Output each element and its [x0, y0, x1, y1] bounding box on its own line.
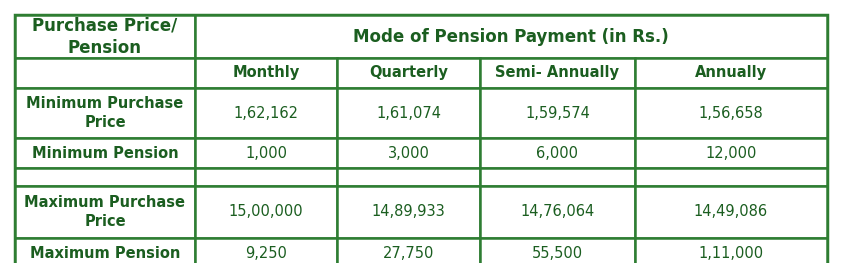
Bar	[635, 88, 827, 138]
Text: Monthly: Monthly	[232, 65, 300, 80]
Bar	[195, 238, 337, 263]
Text: 1,11,000: 1,11,000	[698, 245, 764, 260]
Bar	[195, 15, 827, 58]
Text: 1,56,658: 1,56,658	[698, 105, 764, 120]
Bar	[15, 15, 195, 58]
Bar	[635, 186, 827, 238]
Text: 14,49,086: 14,49,086	[694, 205, 768, 220]
Bar	[480, 238, 635, 263]
Bar	[15, 138, 195, 168]
Bar	[15, 186, 195, 238]
Bar	[635, 238, 827, 263]
Text: Minimum Purchase
Price: Minimum Purchase Price	[27, 96, 183, 130]
Text: Quarterly: Quarterly	[369, 65, 448, 80]
Bar	[480, 58, 635, 88]
Bar	[15, 168, 195, 186]
Text: Maximum Purchase
Price: Maximum Purchase Price	[25, 195, 185, 229]
Text: 1,62,162: 1,62,162	[233, 105, 298, 120]
Bar	[337, 186, 480, 238]
Bar	[480, 88, 635, 138]
Text: 3,000: 3,000	[387, 145, 429, 160]
Text: 1,000: 1,000	[245, 145, 287, 160]
Text: Purchase Price/
Pension: Purchase Price/ Pension	[33, 16, 177, 57]
Text: 12,000: 12,000	[705, 145, 757, 160]
Text: 55,500: 55,500	[532, 245, 583, 260]
Bar	[480, 138, 635, 168]
Bar	[337, 58, 480, 88]
Bar	[480, 168, 635, 186]
Bar	[337, 168, 480, 186]
Text: 9,250: 9,250	[245, 245, 287, 260]
Text: Minimum Pension: Minimum Pension	[32, 145, 178, 160]
Bar	[195, 88, 337, 138]
Text: Semi- Annually: Semi- Annually	[495, 65, 620, 80]
Bar	[635, 138, 827, 168]
Bar	[480, 186, 635, 238]
Bar	[15, 58, 195, 88]
Bar	[635, 168, 827, 186]
Bar	[15, 88, 195, 138]
Text: 1,59,574: 1,59,574	[525, 105, 590, 120]
Text: 14,89,933: 14,89,933	[372, 205, 446, 220]
Bar	[337, 88, 480, 138]
Bar	[635, 58, 827, 88]
Bar	[15, 238, 195, 263]
Text: Maximum Pension: Maximum Pension	[30, 245, 180, 260]
Text: Annually: Annually	[695, 65, 767, 80]
Bar	[195, 186, 337, 238]
Text: 14,76,064: 14,76,064	[520, 205, 595, 220]
Text: 1,61,074: 1,61,074	[376, 105, 441, 120]
Text: Mode of Pension Payment (in Rs.): Mode of Pension Payment (in Rs.)	[353, 28, 668, 45]
Bar	[337, 138, 480, 168]
Bar	[337, 238, 480, 263]
Bar	[195, 168, 337, 186]
Bar	[195, 58, 337, 88]
Text: 6,000: 6,000	[536, 145, 578, 160]
Text: 27,750: 27,750	[383, 245, 434, 260]
Text: 15,00,000: 15,00,000	[229, 205, 303, 220]
Bar	[195, 138, 337, 168]
